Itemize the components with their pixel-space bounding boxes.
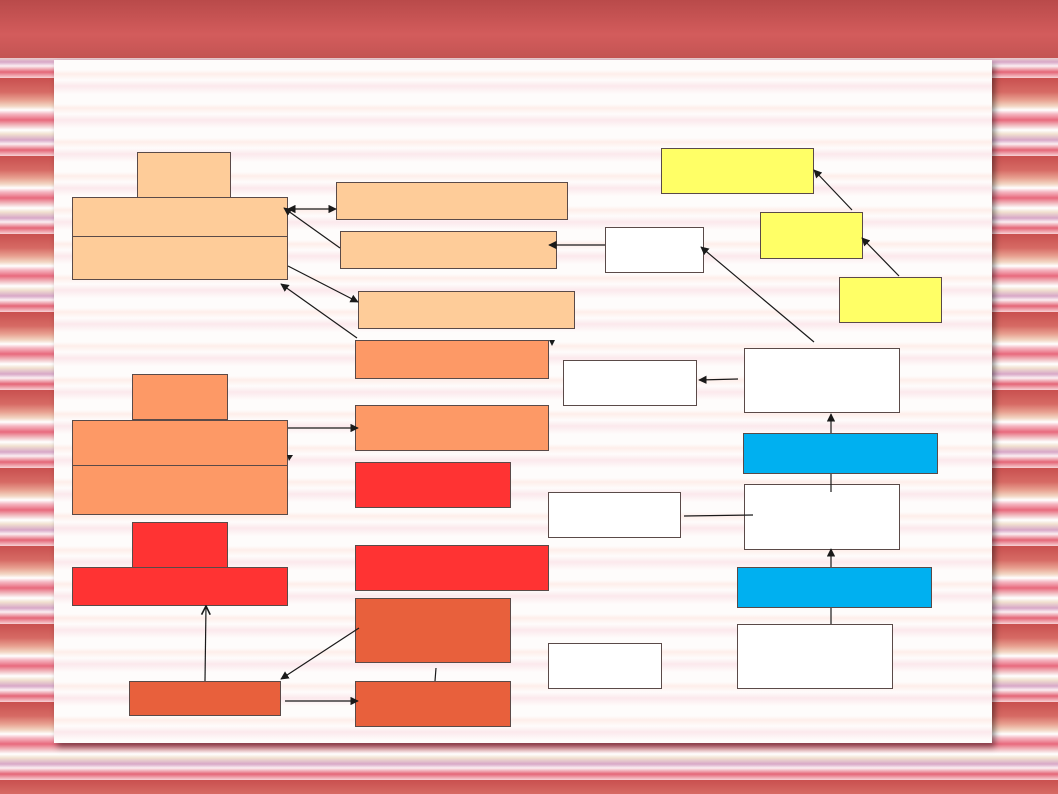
blue-band-1 — [743, 433, 938, 474]
white-box-6 — [548, 643, 662, 689]
peach-box-2 — [340, 231, 557, 269]
white-box-3 — [744, 348, 900, 413]
white-box-4 — [548, 492, 681, 538]
edge-peach-2-peach-main — [283, 207, 341, 249]
orange-main-box — [72, 420, 288, 515]
orange-main-divider — [72, 465, 288, 466]
edge-white-5-white-4 — [683, 514, 754, 517]
edge-brick-1-brick-2 — [434, 667, 437, 682]
white-box-5 — [744, 484, 900, 550]
edge-yellow-3-yellow-2 — [861, 237, 900, 277]
edge-yellow-2-yellow-1 — [813, 169, 853, 211]
orange-box-1 — [355, 340, 549, 379]
white-box-2 — [563, 360, 697, 406]
brick-box-2 — [355, 681, 511, 727]
peach-box-3 — [358, 291, 575, 329]
red-main-box — [72, 567, 288, 606]
edge-white-3-white-2 — [698, 375, 739, 385]
title-band — [0, 0, 1058, 58]
peach-main-divider — [72, 236, 288, 237]
arrowhead-stub-peach-3 — [549, 340, 555, 346]
red-box-2 — [355, 545, 549, 591]
edge-white-3-white-1 — [700, 246, 815, 343]
red-tab-box — [132, 522, 228, 568]
edge-peach-main-peach-3 — [287, 265, 359, 303]
white-box-7 — [737, 624, 893, 689]
orange-box-2 — [355, 405, 549, 451]
white-box-1 — [605, 227, 704, 273]
yellow-box-3 — [839, 277, 942, 323]
edge-orange-1-peach-main — [280, 283, 358, 339]
orange-tab-box — [132, 374, 228, 420]
yellow-box-1 — [661, 148, 814, 194]
edge-brick-main-red-main — [205, 606, 206, 682]
edge-brick-1-brick-main — [280, 627, 360, 680]
brick-main-box — [129, 681, 281, 716]
peach-main-box — [72, 197, 288, 280]
yellow-box-2 — [760, 212, 863, 259]
peach-box-1 — [336, 182, 568, 220]
arrowhead-stub-orange-main — [287, 455, 293, 461]
red-box-1 — [355, 462, 511, 508]
blue-band-2 — [737, 567, 932, 608]
